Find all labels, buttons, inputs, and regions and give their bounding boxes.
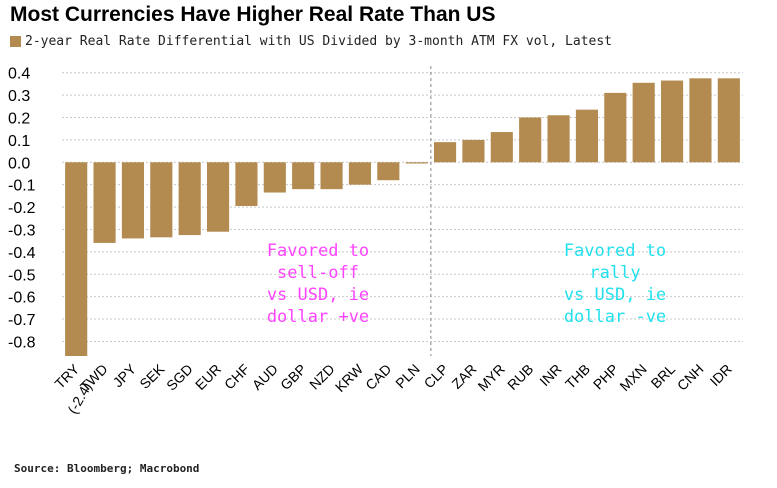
annotation-right-line-3: vs USD, ie [564, 285, 666, 305]
bar-idr [717, 78, 740, 163]
bars [65, 78, 740, 356]
annotation-right-line-1: Favored to [564, 241, 666, 261]
bar-cad [377, 162, 400, 181]
bar-brl [660, 80, 684, 163]
legend-label: 2-year Real Rate Differential with US Di… [25, 34, 612, 49]
bar-chf [235, 162, 258, 206]
x-tick-label: KRW [332, 360, 367, 395]
y-tick-label: -0.7 [8, 312, 36, 329]
bar-sek [150, 162, 173, 238]
x-tick-label: RUB [504, 361, 536, 393]
x-tick-label: PHP [590, 361, 622, 393]
bar-zar [462, 139, 485, 163]
bar-sgd [178, 162, 201, 236]
x-tick-label: GBP [277, 361, 309, 393]
x-tick-label: PLN [392, 361, 423, 392]
x-axis: TRY(-2.4)TWDJPYSEKSGDEURCHFAUDGBPNZDKRWC… [51, 360, 735, 416]
y-tick-label: -0.5 [8, 267, 36, 284]
annotations: Favored to sell-off vs USD, ie dollar +v… [267, 241, 666, 327]
bar-clp [433, 142, 457, 163]
bar-nzd [320, 162, 343, 190]
bar-rub [519, 117, 542, 163]
x-tick-label: CNH [674, 361, 707, 394]
annotation-left-line-1: Favored to [267, 241, 369, 261]
bar-myr [490, 132, 513, 163]
y-tick-label: -0.4 [8, 245, 36, 262]
bar-gbp [292, 162, 315, 190]
annotation-left-line-2: sell-off [277, 263, 359, 283]
y-tick-label: 0.1 [8, 133, 30, 150]
x-tick-label: THB [562, 361, 593, 392]
x-tick-label: ZAR [448, 361, 479, 392]
x-tick-label: BRL [648, 361, 679, 392]
y-tick-label: -0.2 [8, 200, 36, 217]
x-tick-label: MYR [475, 361, 508, 394]
y-tick-label: -0.3 [8, 222, 36, 239]
bar-pln [405, 162, 428, 164]
bar-jpy [121, 162, 145, 239]
x-tick-label: NZD [306, 361, 338, 393]
y-tick-label: -0.1 [8, 178, 36, 195]
annotation-right-line-2: rally [589, 263, 640, 283]
x-tick-label: AUD [249, 361, 281, 393]
x-tick-label: CLP [421, 361, 452, 392]
annotation-left-line-4: dollar +ve [267, 307, 369, 327]
x-tick-label: CHF [221, 361, 253, 393]
bar-krw [348, 162, 372, 185]
chart-title: Most Currencies Have Higher Real Rate Th… [10, 3, 496, 26]
bar-thb [575, 109, 599, 163]
bar-cnh [689, 78, 712, 163]
legend-swatch [10, 36, 21, 47]
legend: 2-year Real Rate Differential with US Di… [10, 34, 612, 49]
x-tick-label: SGD [163, 361, 196, 394]
bar-aud [263, 162, 286, 193]
annotation-left-line-3: vs USD, ie [267, 285, 369, 305]
y-tick-label: -0.6 [8, 290, 36, 307]
y-tick-label: -0.8 [8, 334, 36, 351]
y-tick-label: 0.0 [8, 155, 30, 172]
bar-inr [547, 115, 570, 163]
bar-mxn [632, 82, 655, 163]
annotation-right-line-4: dollar -ve [564, 307, 666, 327]
x-tick-label: MXN [616, 361, 649, 394]
bar-try [65, 162, 88, 356]
x-tick-label: TWD [77, 361, 111, 395]
x-tick-label: SEK [136, 360, 168, 392]
bar-eur [206, 162, 230, 232]
gridlines [62, 66, 743, 356]
bar-twd [93, 162, 116, 243]
x-tick-label: INR [536, 361, 564, 389]
source-note: Source: Bloomberg; Macrobond [14, 462, 200, 475]
y-axis: 0.4 0.3 0.2 0.1 0.0 -0.1 -0.2 -0.3 -0.4 -0.5 -0.6 -… [8, 66, 36, 352]
y-tick-label: 0.3 [8, 88, 30, 105]
y-tick-label: 0.2 [8, 111, 30, 128]
x-tick-label: CAD [362, 361, 394, 393]
x-tick-label: JPY [110, 360, 140, 390]
y-tick-label: 0.4 [8, 66, 30, 83]
x-tick-label: EUR [192, 361, 224, 393]
x-tick-label: IDR [707, 361, 735, 389]
bar-php [604, 92, 627, 163]
